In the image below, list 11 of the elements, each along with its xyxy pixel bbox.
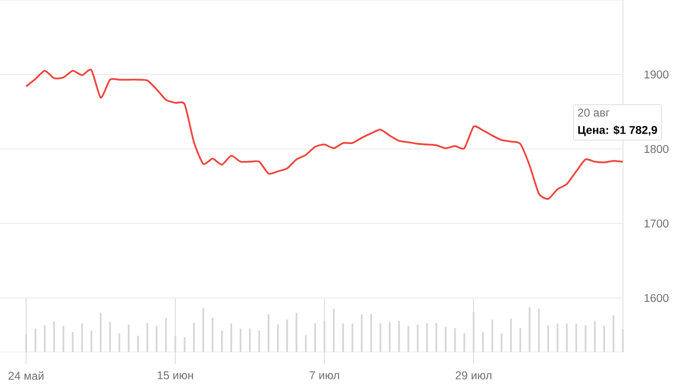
annotation: 20 авг bbox=[578, 108, 610, 117]
y-tick-label: 1600 bbox=[644, 294, 668, 302]
annotation: Цена: $1 782,9 bbox=[578, 125, 658, 136]
x-tick-label: 15 июн bbox=[158, 371, 193, 380]
x-tick-label: 7 июл bbox=[310, 371, 340, 380]
x-tick-label: 29 июл bbox=[456, 371, 492, 380]
line-series bbox=[25, 69, 624, 200]
y-tick-label: 1900 bbox=[644, 70, 668, 78]
y-tick-label: 1800 bbox=[644, 144, 668, 153]
x-tick-label: 24 май bbox=[8, 371, 44, 380]
y-tick-label: 1700 bbox=[644, 219, 668, 228]
